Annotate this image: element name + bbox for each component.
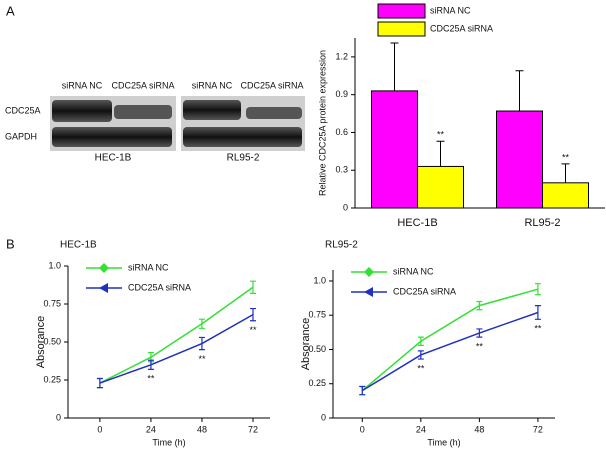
- legend-label: CDC25A siRNA: [393, 286, 456, 296]
- y-tick-label: 0.50: [308, 344, 326, 354]
- significance: **: [249, 325, 257, 335]
- y-tick-label: 0.75: [43, 298, 61, 308]
- significance: **: [534, 324, 542, 334]
- significance: **: [476, 342, 484, 352]
- y-tick-label: 0.25: [308, 378, 326, 388]
- error-bar: [534, 283, 541, 296]
- x-tick-label: 24: [146, 424, 156, 434]
- lane-label: siRNA NC: [62, 80, 103, 90]
- y-tick-label: 0.3: [335, 165, 348, 175]
- panel-label: A: [6, 3, 15, 18]
- y-tick-label: 1.0: [313, 275, 326, 285]
- y-tick-label: 0.6: [335, 127, 348, 137]
- x-axis-label: Time (h): [152, 437, 185, 447]
- legend-swatch: [377, 3, 426, 19]
- error-bar: [249, 307, 256, 322]
- y-axis-label: Absorance: [300, 318, 312, 371]
- x-tick-label: 48: [474, 424, 484, 434]
- x-tick-label: 72: [533, 424, 543, 434]
- error-bar: [417, 336, 424, 346]
- error-bar: [417, 350, 424, 360]
- legend-label: CDC25A siRNA: [128, 282, 191, 292]
- y-tick-label: 1.2: [335, 51, 348, 61]
- legend-marker: [364, 287, 373, 297]
- error-bar: [390, 42, 399, 91]
- y-tick-label: 0.75: [308, 310, 326, 320]
- x-tick-label: RL95-2: [524, 217, 560, 229]
- cell-line-label: HEC-1B: [95, 153, 132, 164]
- blot-band: [114, 105, 172, 119]
- y-tick-label: 0: [343, 202, 348, 212]
- lane-label: CDC25A siRNA: [240, 80, 303, 90]
- significance: **: [198, 354, 206, 364]
- x-tick-label: 24: [416, 424, 426, 434]
- significance: **: [147, 374, 155, 384]
- x-tick-label: 0: [360, 424, 365, 434]
- x-tick-label: 0: [97, 424, 102, 434]
- y-tick-label: 0.50: [43, 336, 61, 346]
- legend-label: CDC25A siRNA: [430, 23, 493, 33]
- error-bar: [476, 300, 483, 311]
- x-tick-label: 72: [248, 424, 258, 434]
- error-bar: [359, 385, 366, 396]
- blot-band: [52, 127, 172, 147]
- x-tick-label: HEC-1B: [397, 217, 437, 229]
- chart-title: HEC-1B: [60, 240, 97, 251]
- y-axis-label: Relative CDC25A protein expression: [317, 50, 327, 196]
- y-tick-label: 0.9: [335, 89, 348, 99]
- blot-row-label: GAPDH: [5, 131, 37, 141]
- cell-line-label: RL95-2: [227, 153, 260, 164]
- blot-band: [183, 100, 241, 120]
- significance: **: [417, 363, 425, 373]
- legend-marker: [364, 267, 374, 277]
- blot-row-label: CDC25A: [5, 105, 41, 115]
- error-bar: [249, 280, 256, 294]
- lane-label: CDC25A siRNA: [111, 80, 174, 90]
- bar: [371, 90, 418, 209]
- y-tick-label: 0: [321, 412, 326, 422]
- series-line: [361, 311, 539, 392]
- blot-band: [52, 100, 112, 122]
- lane-label: siRNA NC: [192, 80, 233, 90]
- error-bar: [561, 163, 570, 183]
- series-line: [99, 286, 254, 384]
- error-bar: [436, 140, 445, 167]
- y-tick-label: 0.25: [43, 374, 61, 384]
- significance: **: [437, 130, 445, 140]
- series-line: [361, 288, 539, 392]
- legend-label: siRNA NC: [128, 262, 169, 272]
- legend-marker: [99, 283, 108, 293]
- x-axis-label: Time (h): [427, 437, 460, 447]
- legend-swatch: [377, 21, 426, 37]
- legend-label: siRNA NC: [393, 266, 434, 276]
- error-bar: [96, 377, 103, 389]
- x-tick-label: 48: [197, 424, 207, 434]
- bar: [542, 182, 589, 209]
- error-bar: [198, 318, 205, 329]
- error-bar: [515, 70, 524, 112]
- error-bar: [476, 328, 483, 338]
- y-tick-label: 1.0: [48, 260, 61, 270]
- error-bar: [198, 336, 205, 351]
- legend-label: siRNA NC: [430, 5, 471, 15]
- chart-title: RL95-2: [325, 240, 358, 251]
- blot-band: [183, 127, 302, 147]
- y-tick-label: 0: [56, 412, 61, 422]
- y-axis-label: Absorance: [35, 316, 47, 369]
- legend-marker: [99, 263, 109, 273]
- significance: **: [562, 152, 570, 162]
- blot-band: [246, 107, 302, 119]
- error-bar: [147, 359, 154, 370]
- bar: [417, 165, 464, 209]
- panel-label: B: [6, 236, 15, 251]
- series-line: [99, 313, 254, 384]
- bar: [496, 110, 543, 209]
- error-bar: [534, 305, 541, 320]
